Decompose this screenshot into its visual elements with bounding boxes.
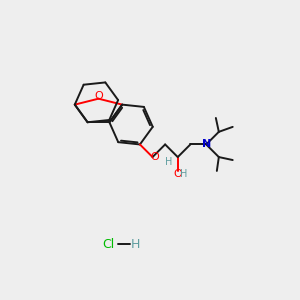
- Text: O: O: [173, 169, 182, 179]
- Text: Cl: Cl: [102, 238, 115, 250]
- Text: H: H: [180, 169, 188, 179]
- Text: O: O: [94, 91, 103, 101]
- Text: H: H: [165, 157, 172, 167]
- Text: N: N: [202, 140, 211, 149]
- Text: H: H: [130, 238, 140, 250]
- Text: O: O: [150, 152, 159, 162]
